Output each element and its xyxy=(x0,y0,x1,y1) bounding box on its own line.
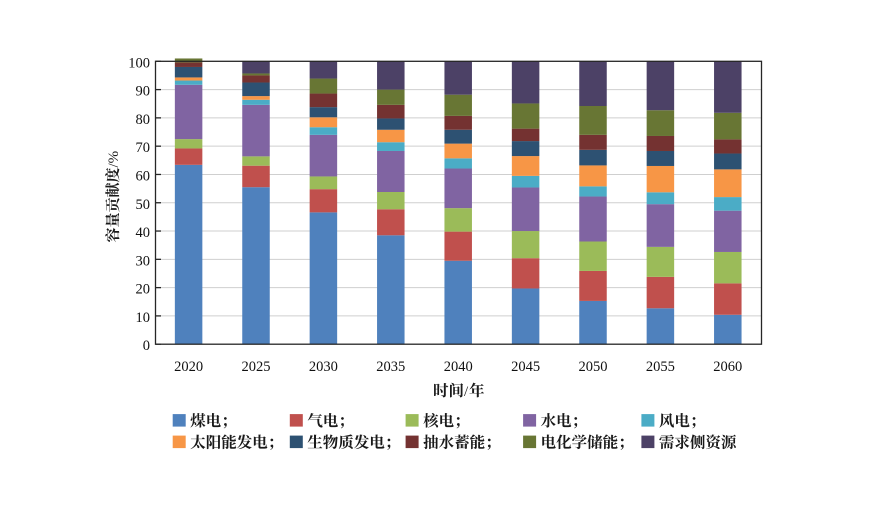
svg-text:20: 20 xyxy=(136,282,151,298)
svg-text:/%: /% xyxy=(106,151,122,168)
svg-text:2040: 2040 xyxy=(444,359,473,375)
svg-text:40: 40 xyxy=(136,225,151,241)
svg-text:2045: 2045 xyxy=(511,359,540,375)
svg-text:/: / xyxy=(464,384,469,400)
svg-text:80: 80 xyxy=(136,112,151,128)
svg-text:30: 30 xyxy=(136,253,151,269)
svg-text:0: 0 xyxy=(143,338,150,354)
svg-text:90: 90 xyxy=(136,84,151,100)
svg-text:2035: 2035 xyxy=(376,359,405,375)
svg-text:100: 100 xyxy=(128,55,150,71)
svg-text:70: 70 xyxy=(136,140,151,156)
svg-text:2020: 2020 xyxy=(174,359,203,375)
svg-text:10: 10 xyxy=(136,310,151,326)
svg-text:2050: 2050 xyxy=(579,359,608,375)
svg-text:2025: 2025 xyxy=(242,359,271,375)
svg-text:50: 50 xyxy=(136,197,151,213)
svg-text:2055: 2055 xyxy=(646,359,675,375)
svg-text:2060: 2060 xyxy=(713,359,742,375)
svg-text:2030: 2030 xyxy=(309,359,338,375)
svg-text:60: 60 xyxy=(136,168,151,184)
